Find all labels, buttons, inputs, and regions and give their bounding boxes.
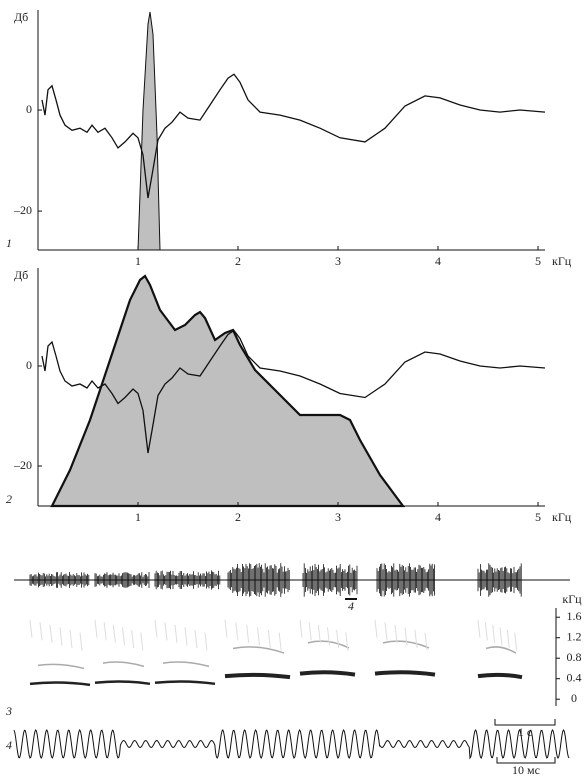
y-tick-label: –20 [13, 458, 32, 472]
area [137, 11, 161, 251]
x-axis-label: кГц [552, 510, 572, 524]
sonogram-noise [345, 632, 349, 651]
oscillogram [29, 563, 522, 597]
area [50, 274, 406, 508]
sonogram-noise [140, 632, 144, 651]
line [41, 329, 546, 454]
sonogram-noise [39, 622, 43, 641]
sonogram-noise [131, 629, 135, 649]
sonogram-trace [299, 670, 356, 677]
sonogram-harmonic [382, 640, 430, 649]
sonogram-noise [29, 619, 33, 638]
y-tick-label: 0 [571, 691, 577, 705]
sonogram-noise [299, 619, 303, 638]
scale-bar-label: 10 мс [512, 763, 540, 777]
sonogram-noise [174, 624, 178, 643]
sonogram-noise [79, 632, 83, 651]
sonogram-noise [235, 622, 239, 641]
oscillogram-marker: 4 [348, 599, 354, 613]
y-tick-label: 0 [26, 358, 32, 372]
y-tick-label: –20 [13, 203, 32, 217]
x-tick-label: 4 [435, 254, 441, 268]
x-tick-label: 4 [435, 510, 441, 524]
sonogram-noise [278, 632, 282, 651]
y-tick-label: 1.6 [567, 609, 582, 623]
x-tick-label: 5 [535, 510, 541, 524]
x-tick-label: 3 [335, 254, 341, 268]
x-tick-label: 5 [535, 254, 541, 268]
sonogram-harmonic [485, 646, 517, 654]
sonogram-noise [246, 624, 250, 643]
y-axis-label: Дб [14, 268, 28, 282]
sonogram-trace [154, 680, 216, 686]
sonogram-noise [122, 627, 125, 646]
sonogram-harmonic [37, 663, 85, 670]
sonogram-noise [414, 629, 418, 649]
sonogram-trace [29, 681, 91, 687]
x-tick-label: 1 [135, 254, 141, 268]
y-tick-label: 1.2 [567, 629, 582, 643]
sonogram-harmonic [102, 661, 145, 668]
sonogram-harmonic [232, 646, 285, 654]
sonogram-harmonic [162, 661, 210, 668]
sonogram-harmonic [307, 640, 350, 649]
sonogram-noise [424, 632, 428, 651]
y-axis-label: Дб [14, 10, 28, 24]
y-tick-label: 0.4 [567, 670, 582, 684]
sonogram-noise [327, 627, 330, 646]
x-tick-label: 1 [135, 510, 141, 524]
sonogram-noise [257, 627, 260, 646]
sonogram-noise [514, 632, 518, 651]
panel-number: 2 [6, 492, 12, 506]
scale-bar [494, 719, 556, 726]
x-axis-label: кГц [552, 254, 572, 268]
sonogram-noise [374, 619, 378, 638]
sonogram-noise [112, 624, 116, 643]
sonogram-noise [308, 622, 312, 641]
sonogram-noise [184, 627, 188, 646]
sonogram-noise [267, 629, 271, 649]
sonogram-noise [506, 629, 510, 649]
y-tick-label: 0.8 [567, 650, 582, 664]
sonogram-trace [374, 670, 436, 677]
y-tick-label: 0 [26, 102, 32, 116]
sonogram-noise [384, 622, 388, 641]
sonogram-noise [484, 622, 488, 641]
y-axis-label: кГц [562, 592, 582, 606]
sonogram-noise [164, 622, 168, 641]
sonogram-noise [492, 624, 496, 643]
sonogram-noise [317, 624, 321, 643]
sonogram-noise [49, 624, 53, 643]
sonogram-noise [69, 629, 73, 649]
scale-bar [496, 757, 556, 764]
sonogram-noise [194, 629, 198, 649]
line [41, 73, 546, 199]
x-tick-label: 2 [235, 510, 241, 524]
x-tick-label: 3 [335, 510, 341, 524]
sonogram-noise [59, 627, 63, 646]
x-tick-label: 2 [235, 254, 241, 268]
panel-number: 1 [6, 236, 12, 250]
sonogram-noise [204, 632, 208, 651]
sonogram-noise [394, 624, 398, 643]
waveform [13, 728, 570, 760]
sonogram-trace [477, 672, 523, 680]
sonogram-noise [103, 622, 107, 641]
sonogram-noise [499, 627, 503, 646]
sonogram-noise [94, 619, 98, 638]
sonogram-noise [404, 627, 408, 646]
sonogram-noise [224, 619, 228, 638]
sonogram-noise [336, 629, 340, 649]
panel-number: 4 [6, 738, 12, 752]
sonogram-noise [477, 619, 481, 638]
sonogram-noise [154, 619, 158, 638]
sonogram-trace [224, 672, 291, 680]
sonogram-trace [94, 680, 151, 686]
panel-number: 3 [5, 704, 12, 718]
